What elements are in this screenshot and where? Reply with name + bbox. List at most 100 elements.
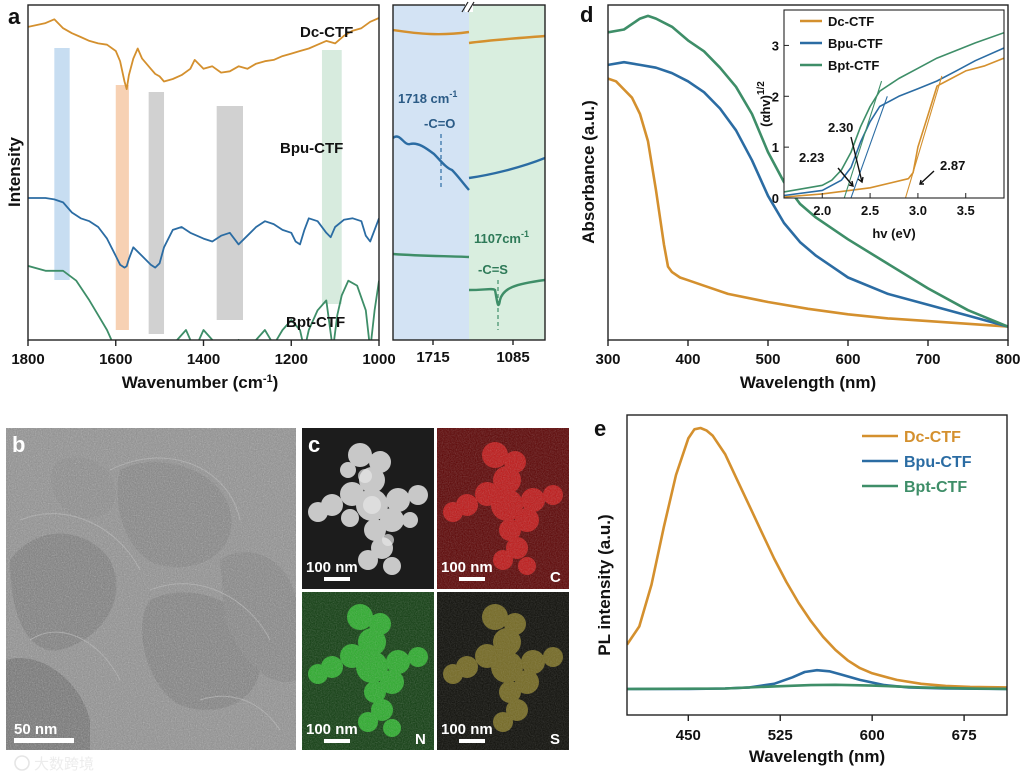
tauc-tangent xyxy=(904,75,943,198)
pl-tick-label: 675 xyxy=(952,727,977,744)
ftir-x-ticks: 1800 1600 1400 1200 1000 xyxy=(11,340,396,368)
tem-grain xyxy=(6,428,296,750)
tauc-y-tick-label: 3 xyxy=(772,38,779,53)
haadf-scale-bar xyxy=(324,577,350,581)
tauc-line-dc-ctf xyxy=(784,57,1004,198)
panel-label-b: b xyxy=(12,432,25,457)
ftir-tick-label: 1800 xyxy=(11,351,44,368)
haadf-scale-label: 100 nm xyxy=(306,559,358,576)
tauc-tangent xyxy=(850,96,888,198)
absorbance-x-label: Wavelength (nm) xyxy=(740,373,876,392)
zoom-series xyxy=(393,28,545,307)
tauc-x-tick-label: 2.0 xyxy=(813,203,831,218)
pl-line-dc-ctf xyxy=(627,426,1007,689)
pl-legend-label: Bpu-CTF xyxy=(904,454,972,471)
absorbance-tick-label: 700 xyxy=(915,351,940,368)
zoom-line-bpu-right xyxy=(468,156,545,180)
pl-tick-label: 450 xyxy=(676,727,701,744)
zoom-line-dc-right xyxy=(468,34,545,45)
map-c-image xyxy=(437,428,569,589)
map-s-scale-label: 100 nm xyxy=(441,721,493,738)
absorbance-line-bpu-ctf xyxy=(608,60,1008,328)
tauc-legend-label: Bpt-CTF xyxy=(828,58,879,73)
ftir-label-bpu: Bpu-CTF xyxy=(280,140,343,157)
ftir-tick-label: 1000 xyxy=(362,351,395,368)
tauc-y-tick-label: 2 xyxy=(772,89,779,104)
map-s-element: S xyxy=(550,731,560,748)
tem-scale-bar xyxy=(14,738,74,743)
map-c-element: C xyxy=(550,569,561,586)
map-s-image xyxy=(437,592,569,750)
ftir-tick-label: 1600 xyxy=(99,351,132,368)
map-n-element: N xyxy=(415,731,426,748)
map-n-scale-bar xyxy=(324,739,350,743)
zoom-tick-1085: 1085 xyxy=(496,349,529,366)
highlight-band xyxy=(115,85,129,330)
bandgap-label-bpu: 2.30 xyxy=(828,120,853,135)
ftir-tick-label: 1200 xyxy=(275,351,308,368)
pl-tick-label: 600 xyxy=(860,727,885,744)
map-c-scale-label: 100 nm xyxy=(441,559,493,576)
pl-legend-label: Dc-CTF xyxy=(904,429,961,446)
tauc-x-tick-label: 3.5 xyxy=(957,203,975,218)
ftir-tick-label: 1400 xyxy=(187,351,220,368)
ftir-line-bpu-ctf xyxy=(28,197,379,269)
absorbance-frame xyxy=(607,4,1009,341)
pl-y-label: PL intensity (a.u.) xyxy=(595,514,614,655)
pl-tick-label: 525 xyxy=(768,727,793,744)
highlight-band xyxy=(148,92,165,334)
absorbance-tick-label: 500 xyxy=(755,351,780,368)
absorbance-series xyxy=(608,14,1008,328)
absorbance-line-dc-ctf xyxy=(608,77,1008,328)
map-c-scale-bar xyxy=(459,577,485,581)
annotation-cs-group: -C=S xyxy=(478,262,508,277)
panel-label-d: d xyxy=(580,2,593,27)
absorbance-tick-label: 600 xyxy=(835,351,860,368)
highlight-band xyxy=(54,48,70,280)
axis-break-gap xyxy=(465,0,473,12)
bandgap-arrow-icon xyxy=(919,170,935,185)
annotation-co-group: -C=O xyxy=(424,116,455,131)
panel-label-c: c xyxy=(308,432,320,457)
ftir-line-dc-ctf xyxy=(28,17,379,90)
zoom-green-region xyxy=(469,5,545,340)
tem-scale-label: 50 nm xyxy=(14,721,57,738)
pl-legend: Dc-CTF Bpu-CTF Bpt-CTF xyxy=(862,429,972,496)
zoom-tick-1715: 1715 xyxy=(416,349,449,366)
pl-line-bpt-ctf xyxy=(627,683,1007,691)
map-n-scale-label: 100 nm xyxy=(306,721,358,738)
absorbance-tick-label: 400 xyxy=(675,351,700,368)
ftir-line-bpt-ctf xyxy=(28,265,379,340)
tauc-tangent xyxy=(843,80,883,198)
tauc-ticks: 2.0 2.5 3.0 3.5 0 1 2 3 xyxy=(772,38,975,218)
tauc-inset: 2.0 2.5 3.0 3.5 0 1 2 3 hv (eV) (αhv)1/2 Dc-CTF… xyxy=(756,9,1005,241)
annotation-cs-value: 1107cm-1 xyxy=(474,229,529,246)
tauc-x-tick-label: 3.0 xyxy=(909,203,927,218)
tem-panel: b 50 nm xyxy=(6,428,296,750)
absorbance-panel: d 300 400 500 600 700 800 Wavelength (nm) Abs… xyxy=(579,2,1021,392)
pl-x-label: Wavelength (nm) xyxy=(749,747,885,766)
absorbance-y-label: Absorbance (a.u.) xyxy=(579,100,598,244)
ftir-panel: a 1800 1600 1400 1200 1000 Wavenumber (cm-1)… xyxy=(5,4,396,392)
tauc-line-bpt-ctf xyxy=(784,31,1004,193)
inset-frame xyxy=(783,9,1005,199)
axis-break-icon xyxy=(461,1,475,13)
ftir-label-bpt: Bpt-CTF xyxy=(286,314,345,331)
tauc-x-label: hv (eV) xyxy=(872,226,915,241)
ftir-x-label: Wavenumber (cm-1) xyxy=(122,373,279,392)
ftir-y-label: Intensity xyxy=(5,137,24,207)
tauc-y-label: (αhv)1/2 xyxy=(756,81,773,127)
absorbance-tick-label: 300 xyxy=(595,351,620,368)
tauc-series xyxy=(784,31,1004,198)
map-s-scale-bar xyxy=(459,739,485,743)
zoom-blue-region xyxy=(393,5,469,340)
tauc-y-tick-label: 1 xyxy=(772,140,779,155)
tauc-line-bpu-ctf xyxy=(784,47,1004,197)
bandgap-label-dc: 2.87 xyxy=(940,158,965,173)
tauc-legend: Dc-CTF Bpu-CTF Bpt-CTF xyxy=(800,14,883,73)
zoom-line-bpu-left xyxy=(393,135,470,191)
bandgap-arrow-icon xyxy=(850,136,864,184)
watermark: 大数跨境 xyxy=(14,755,94,773)
pl-panel: e 450 525 600 675 Wavelength (nm) PL intens… xyxy=(594,414,1008,766)
bandgap-label-bpt: 2.23 xyxy=(799,150,824,165)
